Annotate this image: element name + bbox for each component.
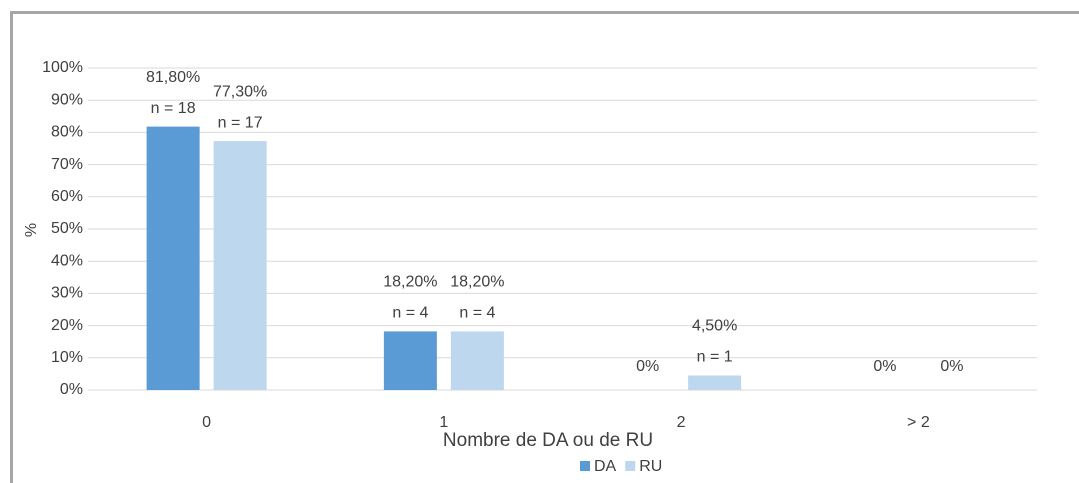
legend-swatch (580, 461, 590, 471)
data-label-n: n = 18 (151, 100, 196, 117)
x-axis-title: Nombre de DA ou de RU (443, 430, 653, 451)
y-tick-label: 40% (51, 252, 83, 269)
y-tick-label: 100% (42, 59, 83, 76)
data-label: 18,20% (450, 274, 504, 291)
legend-label: RU (639, 458, 662, 475)
data-label: 4,50% (692, 318, 737, 335)
x-tick-label: 2 (677, 414, 686, 431)
bar (688, 375, 742, 390)
data-label-n: n = 17 (218, 114, 263, 131)
y-tick-label: 20% (51, 317, 83, 334)
data-label-n: n = 4 (392, 305, 428, 322)
x-tick-label: 1 (439, 414, 448, 431)
data-label: 77,30% (213, 83, 267, 100)
bar (450, 331, 504, 390)
y-tick-label: 0% (60, 381, 83, 398)
y-tick-label: 60% (51, 188, 83, 205)
legend-swatch (625, 461, 636, 471)
y-tick-label: 10% (51, 349, 83, 366)
bar (146, 126, 200, 390)
data-label: 18,20% (383, 274, 437, 291)
bar (383, 331, 437, 390)
y-axis-title: % (23, 223, 40, 237)
x-tick-label: 0 (202, 414, 211, 431)
y-tick-label: 80% (51, 124, 83, 141)
frame (10, 11, 1079, 483)
y-tick-label: 30% (51, 285, 83, 302)
data-label-n: n = 4 (459, 305, 495, 322)
data-label: 0% (873, 358, 896, 375)
data-label: 0% (940, 358, 963, 375)
y-tick-label: 50% (51, 220, 83, 237)
y-tick-label: 70% (51, 156, 83, 173)
y-tick-label: 90% (51, 91, 83, 108)
data-label: 81,80% (146, 69, 200, 86)
x-tick-label: > 2 (907, 414, 930, 431)
bar (213, 141, 267, 390)
data-label-n: n = 1 (697, 349, 733, 366)
data-label: 0% (636, 358, 659, 375)
legend-label: DA (594, 458, 617, 475)
